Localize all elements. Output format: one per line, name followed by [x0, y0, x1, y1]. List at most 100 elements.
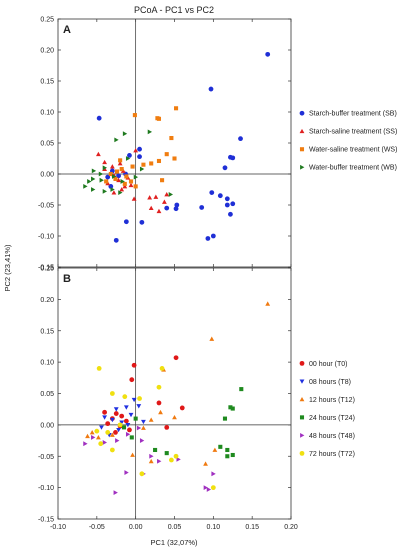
data-point: [123, 418, 129, 424]
data-point: [116, 427, 121, 433]
data-point: [148, 205, 154, 211]
data-point: [174, 106, 179, 111]
data-point: [164, 424, 170, 430]
legend-label: 00 hour (T0): [309, 361, 348, 368]
data-point: [104, 179, 109, 184]
data-point: [109, 417, 115, 423]
data-point: [96, 115, 102, 121]
data-point: [117, 422, 123, 428]
data-point: [118, 190, 123, 195]
data-point: [173, 453, 179, 459]
data-point: [87, 179, 92, 184]
data-point: [110, 187, 115, 192]
data-point: [212, 447, 218, 452]
y-tick-label: 0.20: [40, 48, 54, 55]
data-point: [137, 146, 142, 152]
series-48-hours-t48: [83, 425, 216, 496]
data-point: [129, 435, 134, 440]
data-point: [156, 208, 162, 214]
data-point: [139, 219, 145, 225]
data-point: [102, 188, 107, 194]
panel-b: -0.15-0.10-0.050.000.050.100.150.200.25-…: [38, 266, 355, 532]
data-point: [132, 113, 137, 118]
data-point: [114, 137, 119, 143]
data-point: [137, 396, 142, 401]
y-tick-label: 0.00: [40, 172, 54, 179]
legend-marker: [299, 379, 305, 384]
data-point: [113, 237, 119, 243]
data-point: [209, 190, 215, 196]
data-point: [199, 205, 205, 210]
data-point: [149, 161, 154, 166]
data-point: [239, 387, 244, 392]
data-point: [265, 301, 271, 306]
x-tick-label: 0.00: [129, 524, 143, 531]
y-tick-label: 0.05: [40, 141, 54, 148]
data-point: [95, 435, 101, 440]
y-tick-label: -0.15: [38, 517, 54, 524]
legend-marker: [299, 360, 305, 366]
data-point: [159, 366, 165, 371]
data-point: [209, 336, 215, 341]
y-tick-label: -0.15: [38, 265, 54, 272]
data-point: [148, 458, 154, 464]
data-point: [96, 366, 102, 371]
data-point: [139, 471, 145, 477]
legend-label: 72 hours (T72): [309, 451, 355, 458]
legend-marker: [299, 415, 305, 420]
data-point: [136, 425, 142, 431]
series-starch-saline-treatment-ss: [95, 148, 170, 214]
x-tick-label: 0.10: [207, 524, 221, 531]
data-point: [125, 422, 131, 428]
data-point: [98, 171, 104, 177]
data-point: [113, 407, 119, 412]
data-point: [162, 199, 167, 204]
data-point: [228, 211, 233, 217]
data-point: [122, 184, 128, 189]
plot-frame: [57, 267, 292, 520]
data-point: [124, 174, 129, 179]
legend-label: Starch-saline treatment (SS): [309, 129, 397, 136]
data-point: [95, 151, 101, 157]
data-point: [133, 184, 138, 189]
data-point: [230, 201, 236, 207]
data-point: [210, 485, 216, 491]
data-point: [173, 355, 179, 361]
data-point: [158, 409, 163, 415]
data-point: [91, 187, 96, 192]
data-point: [210, 233, 216, 239]
y-tick-label: 0.05: [40, 391, 54, 398]
data-point: [228, 405, 233, 410]
data-point: [108, 171, 113, 177]
legend-marker: [300, 164, 305, 170]
y-tick-label: -0.10: [38, 485, 54, 492]
y-tick-label: -0.05: [38, 203, 54, 210]
data-point: [127, 153, 132, 158]
data-point: [169, 136, 174, 141]
data-point: [125, 156, 131, 161]
data-point: [99, 177, 104, 183]
y-tick-label: 0.10: [40, 110, 54, 117]
data-point: [83, 441, 88, 447]
data-point: [129, 377, 135, 383]
data-point: [222, 165, 228, 171]
data-point: [111, 190, 117, 195]
data-point: [217, 193, 223, 199]
data-point: [123, 219, 129, 225]
data-point: [238, 136, 243, 142]
data-point: [147, 195, 153, 200]
data-point: [118, 158, 123, 163]
data-point: [112, 174, 117, 179]
data-point: [153, 194, 159, 199]
data-point: [91, 168, 97, 174]
data-point: [102, 409, 107, 415]
data-point: [174, 202, 180, 208]
data-point: [113, 176, 118, 181]
legend-marker: [299, 450, 305, 456]
panel-label: A: [63, 24, 71, 36]
data-point: [94, 428, 100, 434]
data-point: [102, 165, 107, 171]
legend-label: 12 hours (T12): [309, 397, 355, 404]
series-00-hour-t0: [102, 355, 185, 435]
data-point: [115, 438, 120, 443]
